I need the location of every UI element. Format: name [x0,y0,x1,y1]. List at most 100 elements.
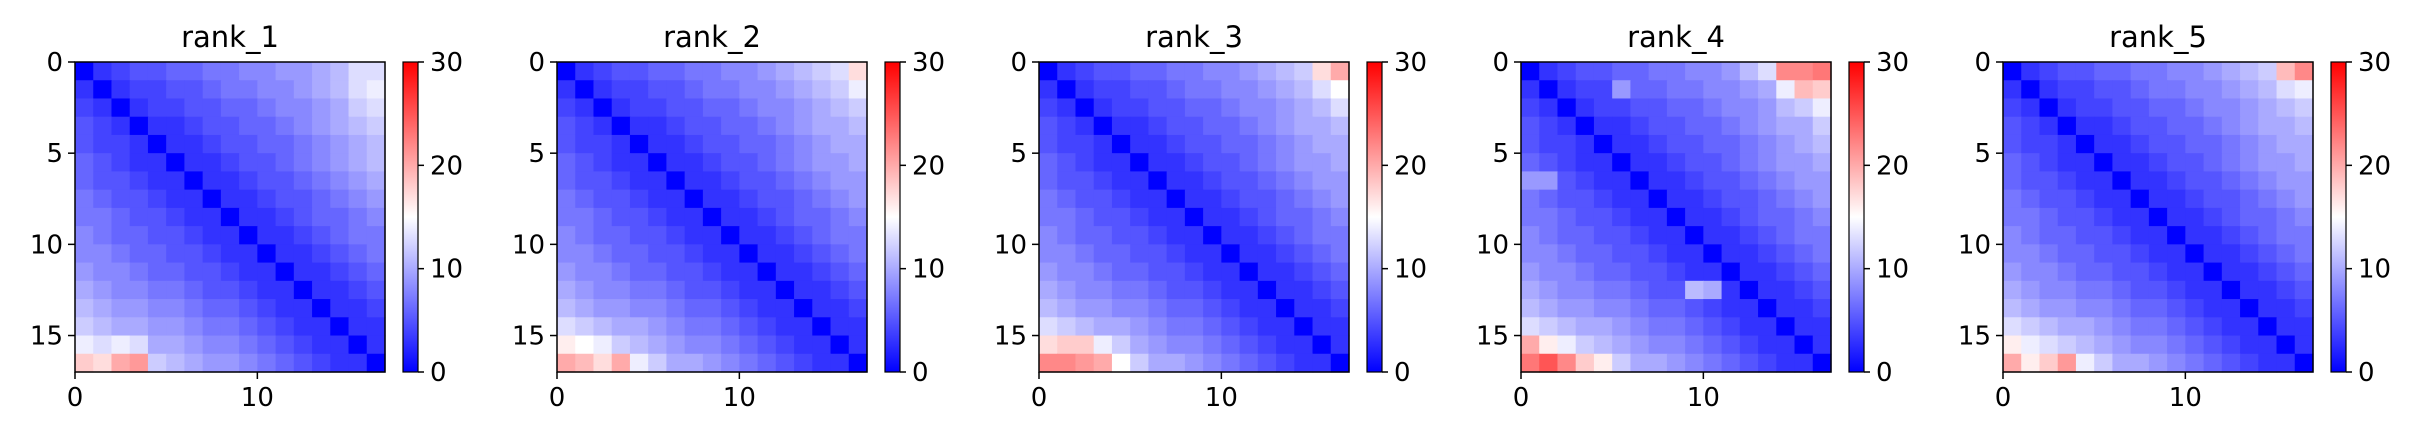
heatmap-cell [1758,116,1777,136]
heatmap-cell [2276,153,2296,173]
heatmap-cell [757,171,777,191]
heatmap-cell [184,262,204,282]
heatmap-cell [1612,262,1632,282]
heatmap-cell [1776,207,1796,227]
heatmap-cell [275,116,295,136]
heatmap-cell [1666,244,1686,264]
heatmap-cell [1630,207,1650,227]
heatmap-cell [184,226,204,245]
heatmap-cell [1630,226,1650,245]
heatmap-cell [1111,134,1131,154]
heatmap-cell [1239,317,1259,337]
heatmap-cell [2021,226,2041,245]
heatmap-cell [1294,353,1314,373]
heatmap-cell [1148,299,1168,318]
heatmap-cell [2203,262,2223,282]
heatmap-cell [184,80,204,100]
heatmap-cell [593,62,613,81]
heatmap-cell [1739,353,1759,373]
heatmap-cell [220,153,240,173]
heatmap-cell [2075,207,2095,227]
heatmap-cell [2294,226,2314,245]
heatmap-cell [684,207,704,227]
heatmap-cell [684,134,704,154]
heatmap-cell [75,335,94,355]
heatmap-cell [202,335,222,355]
colorbar-tick-label: 20 [1876,151,1909,181]
heatmap-cell [129,62,149,81]
heatmap-cell [1721,98,1741,118]
heatmap-cell [1630,299,1650,318]
heatmap-cell [1648,207,1668,227]
heatmap-cell [312,207,331,227]
heatmap-cell [1794,98,1814,118]
heatmap-cell [2185,280,2205,300]
heatmap-cell [611,134,631,154]
heatmap-cell [1039,80,1058,100]
heatmap-cell [812,62,832,81]
heatmap-cell [2148,244,2168,264]
heatmap-cell [1557,353,1577,373]
heatmap-cell [312,116,331,136]
heatmap-cell [220,134,240,154]
heatmap-cell [2221,335,2241,355]
heatmap-cell [1239,262,1259,282]
heatmap-cell [1575,80,1595,100]
heatmap-cell [684,226,704,245]
heatmap-cell [1294,317,1314,337]
heatmap-cell [184,171,204,191]
heatmap-cell [220,98,240,118]
heatmap-cell [1539,317,1559,337]
heatmap-cell [1612,207,1632,227]
x-tick-label: 0 [1995,383,2012,413]
heatmap-cell [293,280,313,300]
heatmap-cell [1330,98,1350,118]
heatmap-cell [166,280,186,300]
heatmap-cell [1312,353,1332,373]
heatmap-cell [1557,226,1577,245]
heatmap-cell [166,262,186,282]
heatmap-cell [1039,207,1058,227]
heatmap-cell [1111,262,1131,282]
heatmap-cell [2130,353,2150,373]
heatmap-cell [611,62,631,81]
heatmap-cell [184,153,204,173]
heatmap-cell [557,62,576,81]
heatmap-cell [202,153,222,173]
heatmap-cell [2003,153,2022,173]
heatmap-cell [575,262,595,282]
heatmap-cell [1312,98,1332,118]
heatmap-cell [75,317,94,337]
heatmap-cell [202,226,222,245]
heatmap-cell [2294,80,2314,100]
heatmap-cell [1739,153,1759,173]
heatmap-cell [1111,98,1131,118]
heatmap-cell [93,189,113,209]
heatmap-cell [2148,153,2168,173]
heatmap-cell [2130,299,2150,318]
heatmap-cell [702,317,722,337]
heatmap-cell [147,299,167,318]
heatmap-cell [184,62,204,81]
heatmap-cell [2075,317,2095,337]
heatmap-cell [1557,134,1577,154]
heatmap-cell [1593,244,1613,264]
heatmap-cell [275,62,295,81]
heatmap-cell [757,335,777,355]
heatmap-cell [1557,299,1577,318]
heatmap-cell [1294,280,1314,300]
heatmap-cell [2112,153,2132,173]
heatmap-cell [1184,171,1204,191]
heatmap-cell [1703,262,1723,282]
heatmap-cell [1294,226,1314,245]
heatmap-cell [757,353,777,373]
heatmap-cell [2294,189,2314,209]
heatmap-cell [1739,189,1759,209]
heatmap-cell [1612,226,1632,245]
heatmap-cell [2039,335,2059,355]
heatmap-cell [1130,62,1150,81]
heatmap-cell [75,116,94,136]
heatmap-cell [1703,280,1723,300]
heatmap-cell [93,244,113,264]
heatmap-cell [739,226,759,245]
